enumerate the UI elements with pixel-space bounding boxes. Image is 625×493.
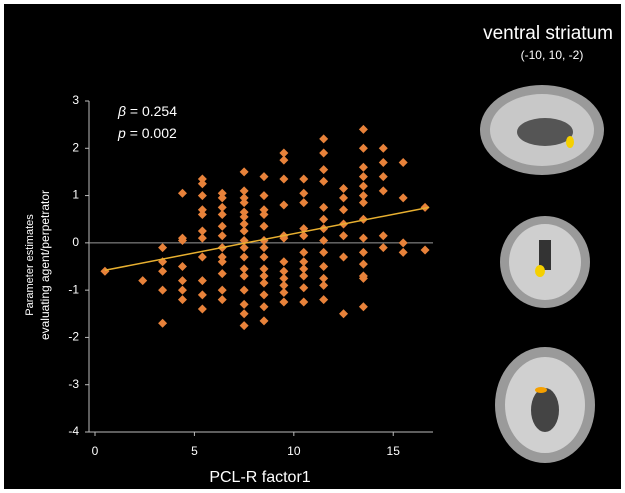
stat-symbol: p [117, 125, 126, 141]
stat-p: p = 0.002 [117, 125, 177, 141]
brain-coronal [500, 216, 590, 308]
figure: ventral striatum (-10, 10, -2) β = 0.254… [0, 0, 625, 493]
y-axis-label: Parameter estimates [24, 214, 36, 316]
y-tick-label: -2 [68, 330, 79, 344]
y-tick-label: -3 [68, 377, 79, 391]
y-axis-label: evaluating agent/perpetrator [38, 190, 52, 340]
brain-sagittal [480, 85, 604, 175]
stat-symbol: β [117, 103, 126, 119]
y-tick-label: 3 [72, 93, 79, 107]
panel-title: ventral striatum [483, 23, 613, 44]
x-tick-label: 15 [387, 444, 401, 458]
stat-beta: β = 0.254 [117, 103, 177, 119]
y-tick-label: 1 [72, 188, 79, 202]
x-tick-label: 10 [287, 444, 301, 458]
x-tick-label: 0 [92, 444, 99, 458]
stat-value: = 0.254 [130, 103, 177, 119]
brain-axial [495, 347, 595, 463]
y-tick-label: -1 [68, 282, 79, 296]
coordinates: (-10, 10, -2) [521, 48, 584, 62]
y-tick-label: 2 [72, 140, 79, 154]
x-axis-label: PCL-R factor1 [209, 469, 310, 486]
stat-value: = 0.002 [130, 125, 177, 141]
y-tick-label: -4 [68, 424, 79, 438]
x-tick-label: 5 [191, 444, 198, 458]
y-tick-label: 0 [72, 235, 79, 249]
